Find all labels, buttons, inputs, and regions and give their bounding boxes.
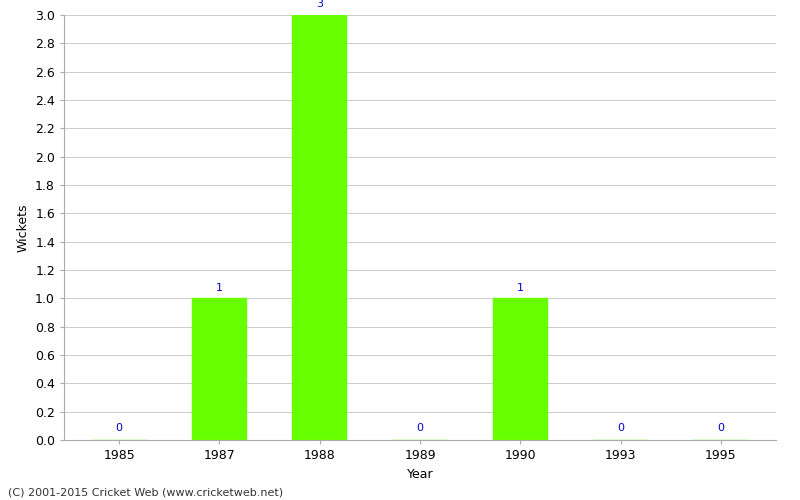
X-axis label: Year: Year [406, 468, 434, 480]
Text: (C) 2001-2015 Cricket Web (www.cricketweb.net): (C) 2001-2015 Cricket Web (www.cricketwe… [8, 488, 283, 498]
Bar [192, 298, 247, 440]
Text: 3: 3 [316, 0, 323, 10]
Text: 1: 1 [517, 282, 524, 292]
Bar [292, 15, 347, 440]
Text: 0: 0 [116, 423, 122, 433]
Y-axis label: Wickets: Wickets [17, 203, 30, 252]
Text: 1: 1 [216, 282, 223, 292]
Text: 0: 0 [617, 423, 624, 433]
Text: 0: 0 [718, 423, 724, 433]
Text: 0: 0 [417, 423, 423, 433]
Bar [493, 298, 548, 440]
